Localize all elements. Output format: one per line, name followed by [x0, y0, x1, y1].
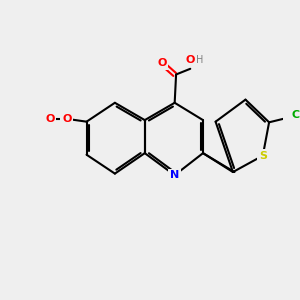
- Text: O: O: [186, 55, 195, 64]
- Text: Cl: Cl: [292, 110, 300, 120]
- Text: S: S: [259, 151, 267, 161]
- Text: O: O: [62, 114, 71, 124]
- Text: H: H: [196, 55, 204, 65]
- Text: O: O: [45, 114, 54, 124]
- Text: O: O: [157, 58, 167, 68]
- Text: N: N: [170, 170, 179, 180]
